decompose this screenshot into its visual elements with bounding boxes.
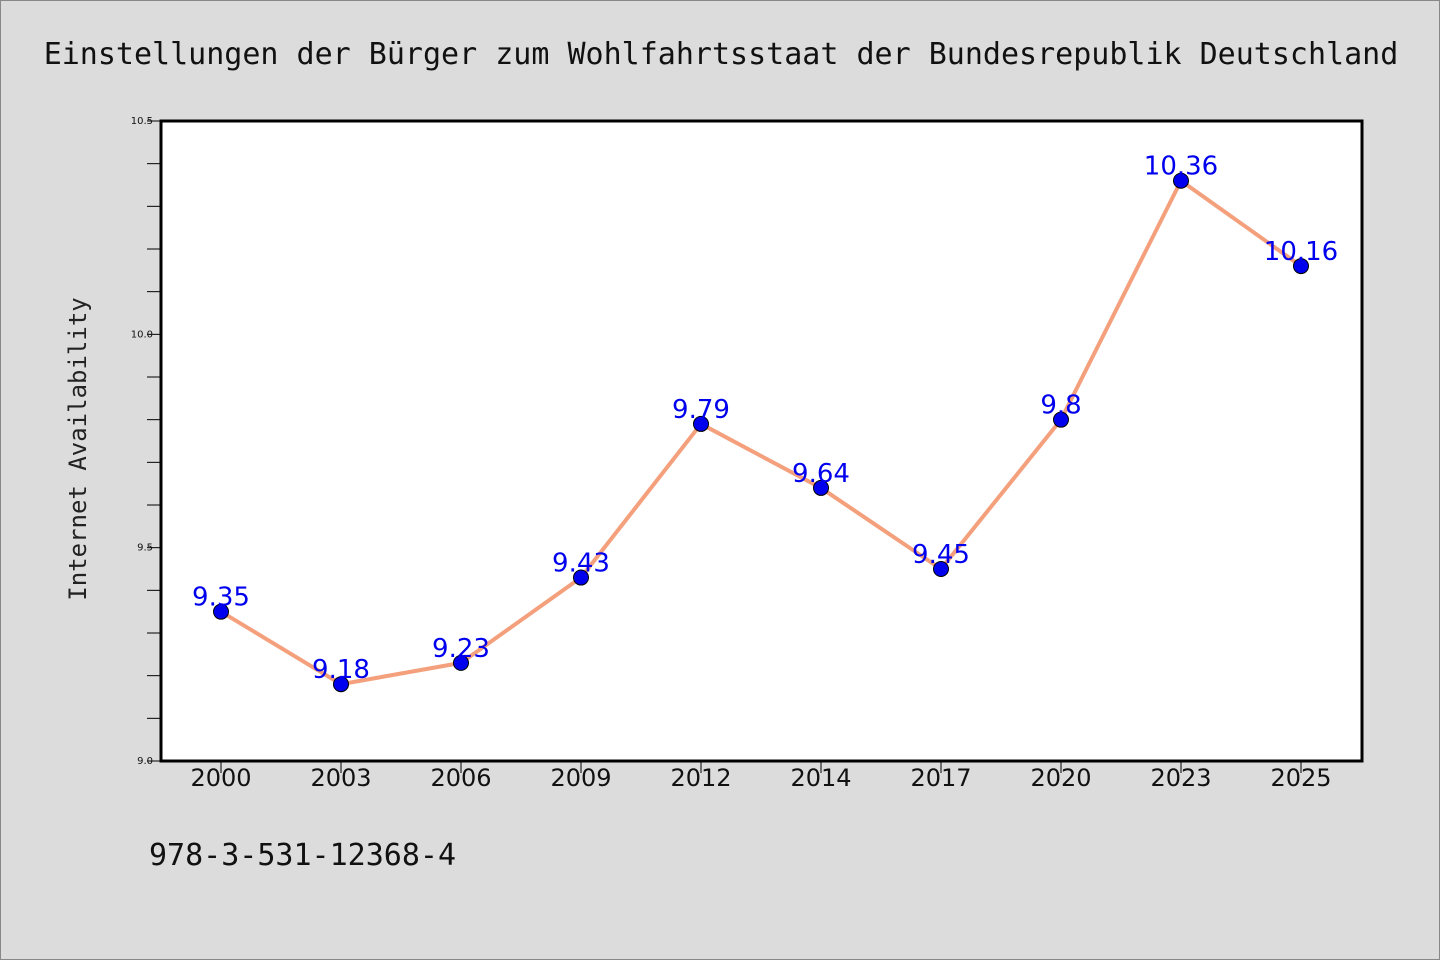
- data-labels: 9.35 9.18 9.23 9.43 9.79 9.64 9.45 9.8 10.36 10.1…: [192, 152, 1338, 685]
- y-tick-label: 10.0: [131, 329, 153, 340]
- data-point: [1293, 258, 1309, 275]
- data-label: 9.45: [912, 540, 970, 570]
- x-tick-label: 2017: [910, 764, 971, 792]
- data-label: 9.79: [672, 395, 730, 425]
- data-label: 9.8: [1040, 391, 1081, 421]
- y-tick-label: 10.5: [131, 116, 153, 127]
- y-axis: 9.0 9.5 10.0 10.5: [131, 116, 161, 767]
- x-tick-label: 2003: [310, 764, 371, 792]
- y-tick-label: 9.0: [137, 756, 153, 767]
- y-tick-label: 9.5: [137, 543, 153, 554]
- data-label: 9.35: [192, 583, 250, 613]
- data-point: [213, 603, 229, 620]
- chart-title: Einstellungen der Bürger zum Wohlfahrtss…: [44, 37, 1399, 72]
- data-label: 10.16: [1264, 237, 1338, 267]
- series-markers: [213, 172, 1309, 693]
- footer-isbn: 978-3-531-12368-4: [149, 838, 456, 873]
- x-tick-label: 2012: [670, 764, 731, 792]
- series-line: [219, 178, 1303, 687]
- x-tick-label: 2023: [1150, 764, 1211, 792]
- data-point: [453, 654, 469, 671]
- x-tick-label: 2025: [1270, 764, 1331, 792]
- x-tick-label: 2006: [430, 764, 491, 792]
- data-point: [933, 561, 949, 577]
- y-axis-label: Internet Availability: [64, 297, 92, 600]
- data-point: [333, 676, 349, 693]
- data-label: 9.18: [312, 655, 370, 685]
- x-axis: 2000 2003 2006 2009 2012 2014 2017 2020 2023 2025: [190, 761, 1332, 792]
- data-label: 9.23: [432, 634, 490, 664]
- data-label: 9.64: [792, 459, 850, 489]
- x-tick-label: 2020: [1030, 764, 1091, 792]
- plot-area: [159, 119, 1364, 763]
- data-label: 10.36: [1144, 152, 1218, 182]
- series-line-group: [219, 178, 1303, 687]
- data-point: [693, 415, 709, 432]
- data-point: [573, 569, 589, 586]
- x-tick-label: 2000: [190, 764, 251, 792]
- data-point: [1053, 411, 1069, 428]
- x-tick-label: 2009: [550, 764, 611, 792]
- data-point: [1173, 172, 1189, 189]
- x-tick-label: 2014: [790, 764, 851, 792]
- data-label: 9.43: [552, 549, 610, 579]
- data-point: [813, 479, 829, 496]
